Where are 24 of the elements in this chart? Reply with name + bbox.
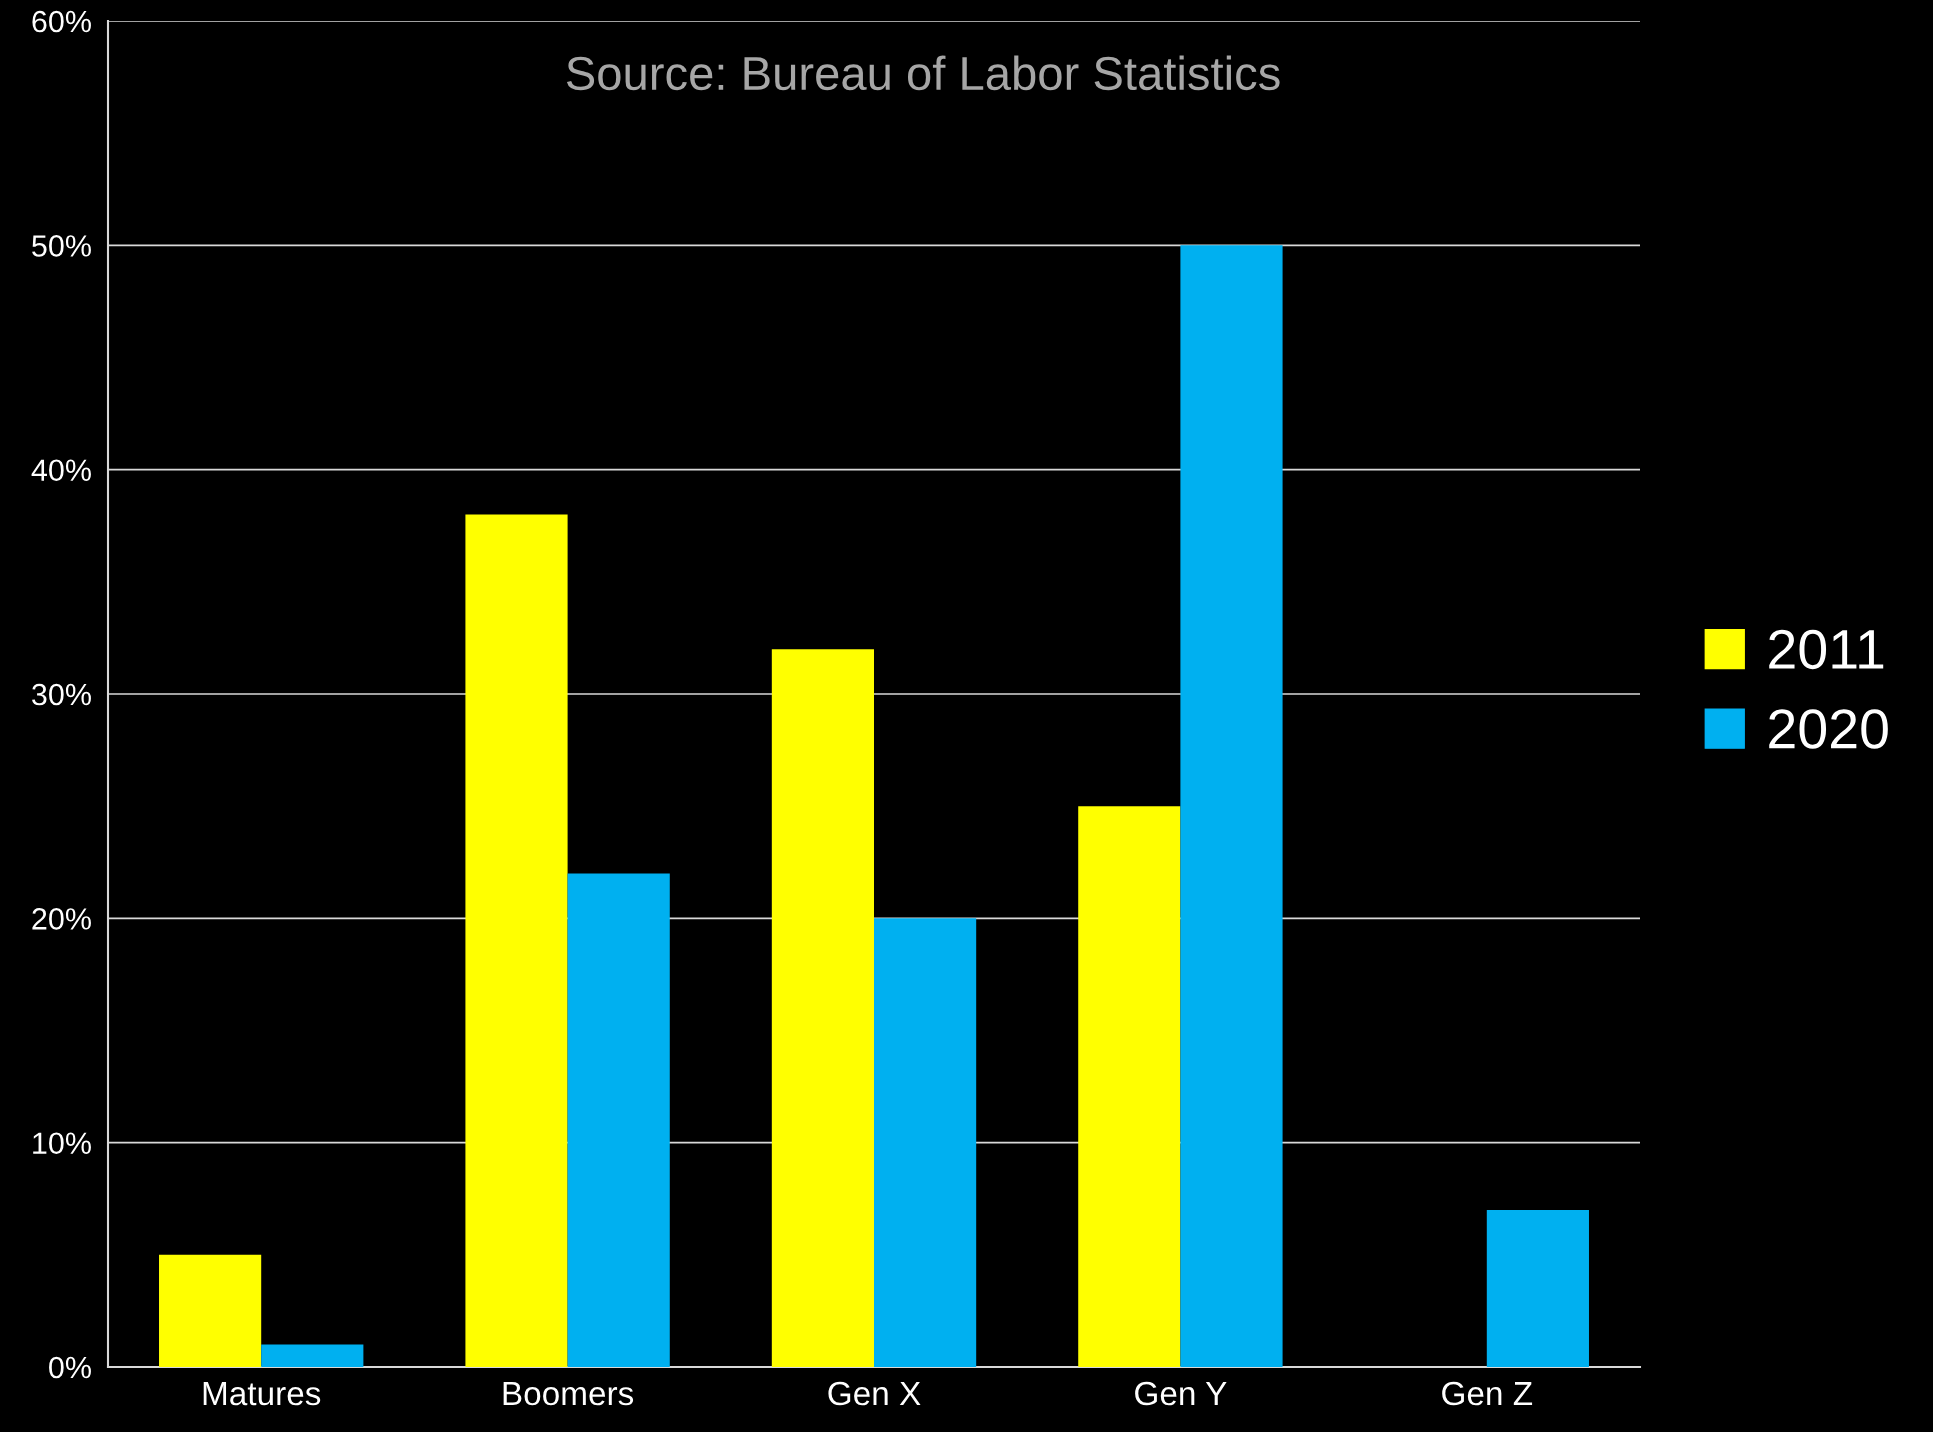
bar (567, 873, 670, 1367)
bar (874, 918, 977, 1367)
legend-label: 2020 (1769, 709, 1888, 749)
y-tick-label: 0% (49, 1356, 91, 1379)
bar (261, 1344, 364, 1367)
bar (771, 649, 874, 1367)
x-tick-label: Gen Z (1442, 1381, 1533, 1406)
bar (465, 514, 568, 1367)
y-tick-label: 30% (32, 683, 91, 706)
x-tick-label: Gen Y (1135, 1381, 1227, 1406)
bar (1486, 1209, 1589, 1367)
x-tick-label: Gen X (828, 1381, 921, 1406)
x-tick-label: Boomers (503, 1382, 634, 1406)
y-tick-label: 10% (33, 1132, 91, 1155)
bar (1078, 806, 1181, 1367)
bar (1180, 245, 1283, 1367)
y-tick-label: 60% (32, 10, 91, 33)
y-tick-label: 20% (32, 908, 91, 930)
x-tick-label: Matures (203, 1382, 321, 1406)
legend-label: 2011 (1769, 629, 1884, 670)
y-tick-label: 40% (31, 459, 91, 482)
annotation: Source: Bureau of Labor Statistics (566, 55, 1280, 91)
bar (159, 1254, 262, 1367)
y-tick-label: 50% (32, 235, 91, 257)
